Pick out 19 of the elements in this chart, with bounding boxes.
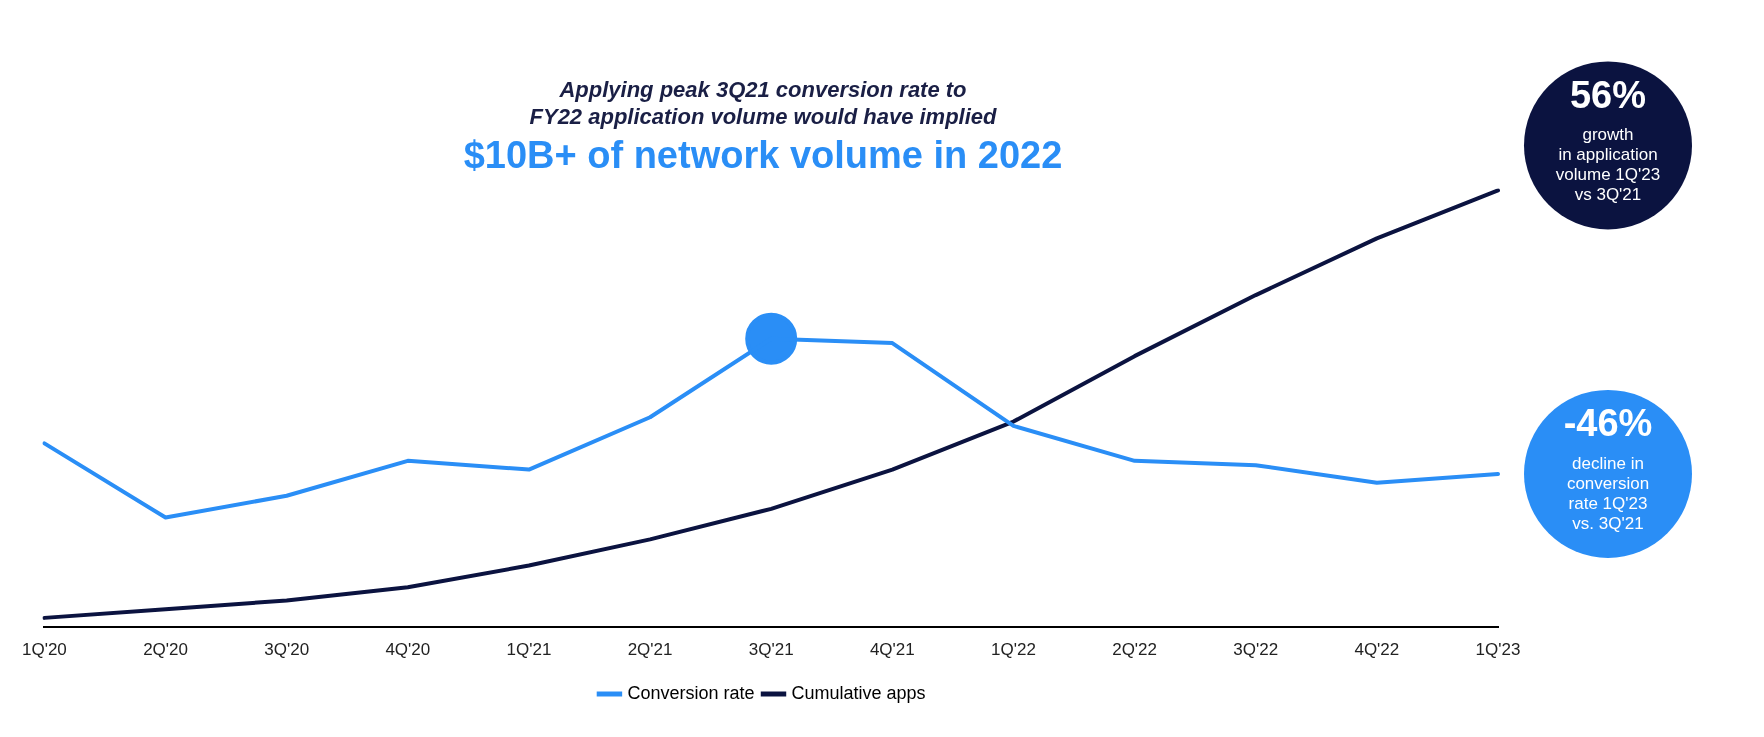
x-tick-label: 4Q'22 bbox=[1354, 640, 1400, 660]
x-tick-label: 1Q'21 bbox=[506, 640, 552, 660]
x-tick-label: 3Q'22 bbox=[1233, 640, 1279, 660]
legend-label: Cumulative apps bbox=[791, 682, 926, 703]
x-tick-label: 2Q'20 bbox=[143, 640, 188, 660]
legend-label: Conversion rate bbox=[627, 682, 755, 703]
annotation: 56% growth in application volume 1Q'23 vs 3Q'21 bbox=[1555, 73, 1661, 205]
x-tick-label: 1Q'23 bbox=[1475, 640, 1521, 660]
chart-subtitle: $10B+ of network volume in 2022 bbox=[463, 134, 1063, 177]
x-tick-label: 4Q'21 bbox=[869, 640, 915, 660]
x-tick-label: 2Q'21 bbox=[627, 640, 673, 660]
x-tick-label: 4Q'20 bbox=[385, 640, 431, 660]
x-tick-label: 3Q'20 bbox=[264, 640, 310, 660]
x-tick-label: 3Q'21 bbox=[748, 640, 794, 660]
x-tick-label: 1Q'22 bbox=[991, 640, 1036, 660]
chart-title: Applying peak 3Q21 conversion rate to FY22 application volume would have implied bbox=[529, 77, 998, 129]
annotation: -46% decline in conversion rate 1Q'23 vs. 3Q'21 bbox=[1563, 402, 1653, 533]
x-tick-label: 2Q'22 bbox=[1112, 640, 1158, 660]
x-tick-label: 1Q'20 bbox=[21, 640, 67, 660]
